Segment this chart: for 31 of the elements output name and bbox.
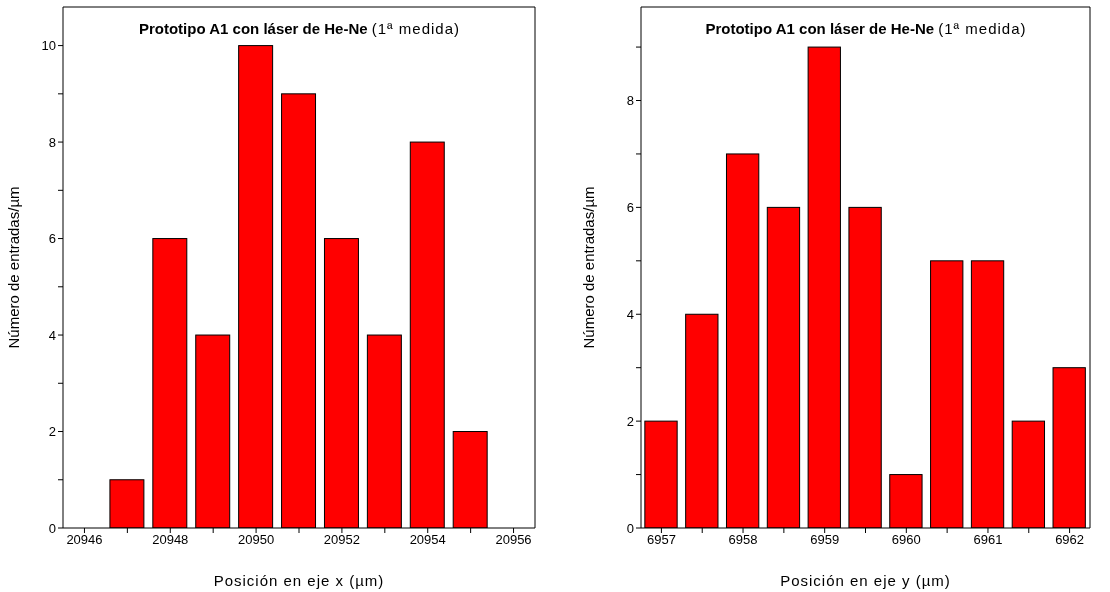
y-tick-label: 4 (626, 306, 634, 322)
y-axis-title: Número de entradas/µm (580, 186, 598, 349)
x-tick-label: 20954 (409, 532, 446, 548)
x-tick-label: 6958 (728, 532, 758, 548)
y-tick-label: 6 (48, 231, 56, 247)
x-axis-title: Posición en eje y (µm) (780, 572, 951, 589)
x-tick-label: 6962 (1055, 532, 1085, 548)
text: Prototipo A1 con láser de He-Ne (705, 20, 935, 37)
text: (1ª medida) (938, 20, 1027, 37)
x-tick-label: 6961 (973, 532, 1003, 548)
y-tick-label: 6 (626, 200, 634, 215)
y-tick-label: 2 (626, 413, 634, 429)
y-tick-label: 2 (48, 424, 56, 440)
text: Prototipo A1 con láser de He-Ne (138, 20, 368, 37)
y-tick-label: 10 (41, 38, 56, 54)
x-tick-label: 20946 (66, 532, 103, 548)
y-axis-title: Número de entradas/µm (5, 186, 23, 349)
y-tick-label: 0 (48, 520, 56, 536)
x-tick-label: 6957 (646, 532, 676, 548)
x-tick-label: 20948 (152, 532, 189, 548)
x-tick-label: 20956 (495, 532, 532, 548)
y-tick-label: 8 (626, 93, 634, 109)
y-tick-label: 4 (48, 327, 56, 343)
y-tick-label: 8 (48, 134, 56, 150)
x-tick-label: 6960 (891, 532, 921, 548)
x-axis-title: Posición en eje x (µm) (213, 572, 385, 589)
x-tick-label: 6959 (810, 532, 840, 548)
y-tick-label: 0 (626, 520, 634, 536)
text: (1ª medida) (371, 20, 461, 37)
x-tick-label: 20950 (238, 532, 275, 548)
x-tick-label: 20952 (323, 532, 360, 548)
